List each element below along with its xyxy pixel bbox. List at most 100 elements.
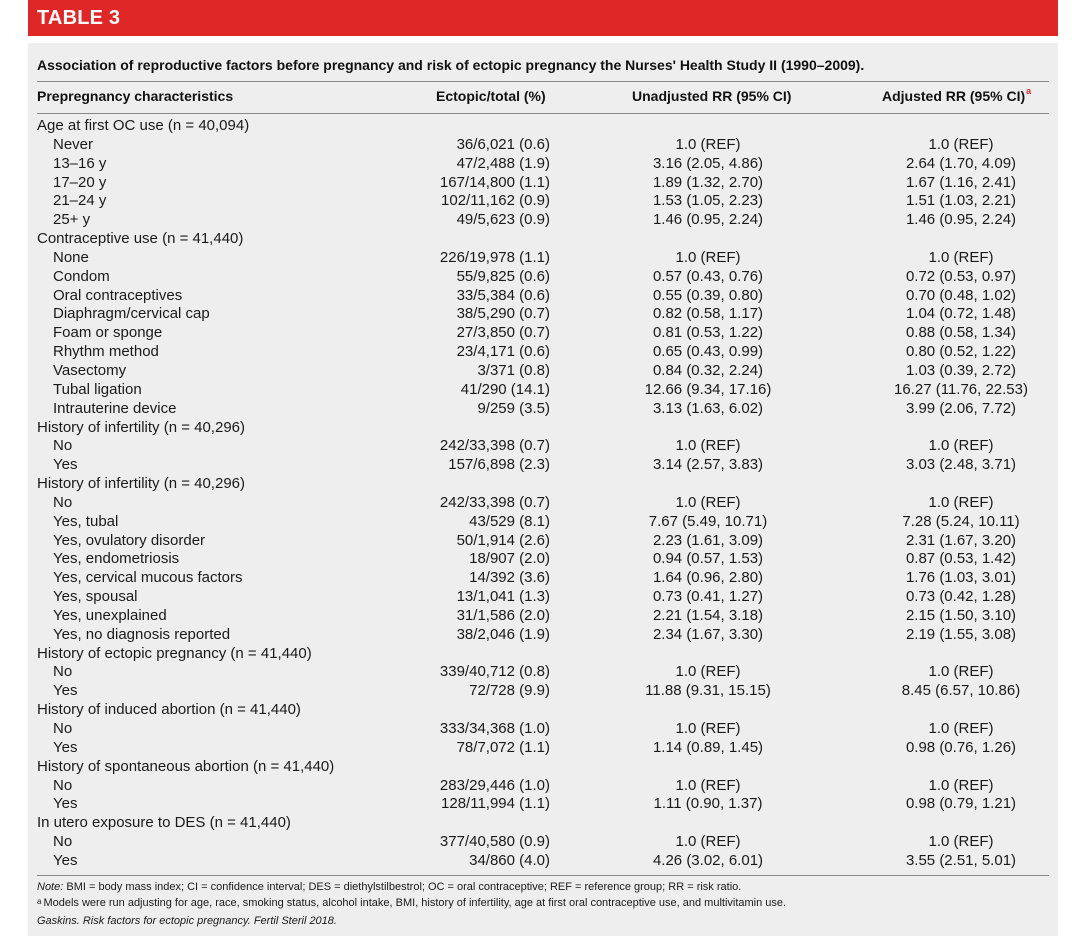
unadjusted-rr-cell: 1.11 (0.90, 1.37) <box>653 795 763 813</box>
row-label: Yes, endometriosis <box>53 550 180 568</box>
row-label: Yes, spousal <box>53 588 138 606</box>
ectopic-total-cell: 49/5,623 (0.9) <box>456 211 550 229</box>
ectopic-total-cell: 55/9,825 (0.6) <box>456 267 550 285</box>
row-label: Never <box>53 135 94 153</box>
unadjusted-rr-cell: 2.23 (1.61, 3.09) <box>652 531 764 549</box>
adjusted-rr-cell: 1.0 (REF) <box>928 720 994 737</box>
row-label: Yes <box>53 456 78 474</box>
ectopic-total-cell: 78/7,072 (1.1) <box>456 738 550 756</box>
ectopic-total-cell: 167/14,800 (1.1) <box>439 173 550 191</box>
row-label: Oral contraceptives <box>53 286 183 304</box>
adjusted-rr-cell: 16.27 (11.76, 22.53) <box>894 380 1028 398</box>
column-header-adjusted-rr: Adjusted RR (95% CI)a <box>882 86 1032 104</box>
table-row: Yes 157/6,898 (2.3) 3.14 (2.57, 3.83) 3.03 … <box>28 456 1058 475</box>
adjusted-rr-cell: 3.55 (2.51, 5.01) <box>905 851 1017 869</box>
table-bottom-rule <box>37 875 1049 876</box>
adjusted-rr-cell: 0.87 (0.53, 1.42) <box>905 550 1017 568</box>
unadjusted-rr-cell: 1.0 (REF) <box>675 437 741 455</box>
unadjusted-rr-cell: 1.64 (0.96, 2.80) <box>652 569 764 587</box>
unadjusted-rr-cell: 2.21 (1.54, 3.18) <box>652 606 764 624</box>
adjusted-rr-cell: 1.04 (0.72, 1.48) <box>905 305 1017 323</box>
table-row: Foam or sponge 27/3,850 (0.7) 0.81 (0.53, … <box>28 324 1058 343</box>
row-label: No <box>53 720 73 737</box>
ectopic-total-cell: 50/1,914 (2.6) <box>456 531 550 549</box>
citation: Gaskins. Risk factors for ectopic pregna… <box>37 915 337 927</box>
unadjusted-rr-cell: 3.14 (2.57, 3.83) <box>652 456 764 474</box>
adjusted-rr-cell: 7.28 (5.24, 10.11) <box>902 512 1020 530</box>
adjusted-rr-cell: 1.0 (REF) <box>928 437 994 455</box>
unadjusted-rr-cell: 1.0 (REF) <box>675 663 741 681</box>
table-row: Yes, cervical mucous factors 14/392 (3.6)… <box>28 569 1058 588</box>
unadjusted-rr-cell: 0.57 (0.43, 0.76) <box>652 267 764 285</box>
unadjusted-rr-cell: 3.13 (1.63, 6.02) <box>652 399 764 417</box>
ectopic-total-cell: 47/2,488 (1.9) <box>456 154 550 172</box>
adjusted-rr-cell: 0.98 (0.76, 1.26) <box>905 738 1017 756</box>
table-group-row: History of ectopic pregnancy (n = 41,440… <box>28 645 1058 664</box>
row-label: Yes, ovulatory disorder <box>53 531 206 549</box>
ectopic-total-cell: 33/5,384 (0.6) <box>456 286 550 304</box>
ectopic-total-cell: 9/259 (3.5) <box>477 399 550 417</box>
table-row: Intrauterine device 9/259 (3.5) 3.13 (1.63… <box>28 400 1058 419</box>
table-row: Vasectomy 3/371 (0.8) 0.84 (0.32, 2.24) 1.0… <box>28 362 1058 381</box>
ectopic-total-cell: 41/290 (14.1) <box>460 380 550 398</box>
footnote-marker: a <box>1026 86 1032 96</box>
group-label: History of infertility (n = 40,296) <box>37 475 246 493</box>
adjustment-footnote: a Models were run adjusting for age, race… <box>37 895 786 911</box>
table-body: Age at first OC use (n = 40,094) Never 36/… <box>28 117 1058 871</box>
unadjusted-rr-cell: 1.0 (REF) <box>675 248 741 266</box>
adjusted-rr-cell: 1.76 (1.03, 3.01) <box>905 569 1017 587</box>
note-prefix: Note: <box>37 881 64 893</box>
ectopic-total-cell: 339/40,712 (0.8) <box>439 663 550 681</box>
adjusted-rr-cell: 1.46 (0.95, 2.24) <box>905 211 1017 229</box>
table-row: Tubal ligation 41/290 (14.1) 12.66 (9.34, … <box>28 381 1058 400</box>
table-row: No 283/29,446 (1.0) 1.0 (REF) 1.0 (REF) <box>28 777 1058 796</box>
adjusted-rr-cell: 1.0 (REF) <box>928 135 994 153</box>
row-label: Yes, unexplained <box>53 606 167 624</box>
table-row: No 377/40,580 (0.9) 1.0 (REF) 1.0 (REF) <box>28 833 1058 852</box>
table-row: Yes, unexplained 31/1,586 (2.0) 2.21 (1.54… <box>28 607 1058 626</box>
ectopic-total-cell: 226/19,978 (1.1) <box>439 248 550 266</box>
adjusted-rr-cell: 1.0 (REF) <box>928 493 994 511</box>
unadjusted-rr-cell: 0.82 (0.58, 1.17) <box>652 305 764 323</box>
row-label: Vasectomy <box>53 361 127 379</box>
column-header-ectopic-total: Ectopic/total (%) <box>436 88 546 104</box>
unadjusted-rr-cell: 1.53 (1.05, 2.23) <box>652 192 764 210</box>
adjusted-rr-cell: 8.45 (6.57, 10.86) <box>901 682 1021 700</box>
unadjusted-rr-cell: 4.26 (3.02, 6.01) <box>652 851 764 869</box>
row-label: No <box>53 776 73 794</box>
table-group-row: Age at first OC use (n = 40,094) <box>28 117 1058 136</box>
ectopic-total-cell: 242/33,398 (0.7) <box>439 437 550 455</box>
table-group-row: In utero exposure to DES (n = 41,440) <box>28 814 1058 833</box>
unadjusted-rr-cell: 1.89 (1.32, 2.70) <box>652 173 764 191</box>
unadjusted-rr-cell: 1.0 (REF) <box>675 720 741 737</box>
row-label: Yes <box>53 851 78 869</box>
row-label: No <box>53 833 73 851</box>
abbreviation-note: Note: BMI = body mass index; CI = confid… <box>37 879 786 895</box>
table-caption: Association of reproductive factors befo… <box>37 57 865 73</box>
table-group-row: History of induced abortion (n = 41,440) <box>28 701 1058 720</box>
header-rule <box>37 113 1049 114</box>
adjusted-rr-cell: 0.73 (0.42, 1.28) <box>905 588 1017 606</box>
unadjusted-rr-cell: 0.65 (0.43, 0.99) <box>652 343 764 361</box>
row-label: Diaphragm/cervical cap <box>53 305 210 323</box>
unadjusted-rr-cell: 0.81 (0.53, 1.22) <box>652 324 764 342</box>
row-label: 25+ y <box>53 211 91 229</box>
ectopic-total-cell: 128/11,994 (1.1) <box>441 795 550 813</box>
adjusted-rr-cell: 1.0 (REF) <box>928 776 994 794</box>
table-title-banner: TABLE 3 <box>28 0 1058 36</box>
ectopic-total-cell: 43/529 (8.1) <box>469 512 550 530</box>
table-notes: Note: BMI = body mass index; CI = confid… <box>37 879 786 911</box>
row-label: No <box>53 437 73 455</box>
table-row: 13–16 y 47/2,488 (1.9) 3.16 (2.05, 4.86) 2.… <box>28 155 1058 174</box>
adjusted-rr-cell: 0.98 (0.79, 1.21) <box>905 795 1017 813</box>
adjusted-rr-cell: 3.03 (2.48, 3.71) <box>905 456 1017 474</box>
ectopic-total-cell: 18/907 (2.0) <box>469 550 550 568</box>
adjusted-rr-cell: 2.31 (1.67, 3.20) <box>905 531 1017 549</box>
unadjusted-rr-cell: 2.34 (1.67, 3.30) <box>652 625 764 643</box>
ectopic-total-cell: 38/2,046 (1.9) <box>456 625 550 643</box>
adjusted-rr-cell: 1.51 (1.03, 2.21) <box>905 192 1017 210</box>
adjusted-rr-cell: 3.99 (2.06, 7.72) <box>905 399 1017 417</box>
unadjusted-rr-cell: 0.94 (0.57, 1.53) <box>652 550 764 568</box>
unadjusted-rr-cell: 0.73 (0.41, 1.27) <box>652 588 764 606</box>
